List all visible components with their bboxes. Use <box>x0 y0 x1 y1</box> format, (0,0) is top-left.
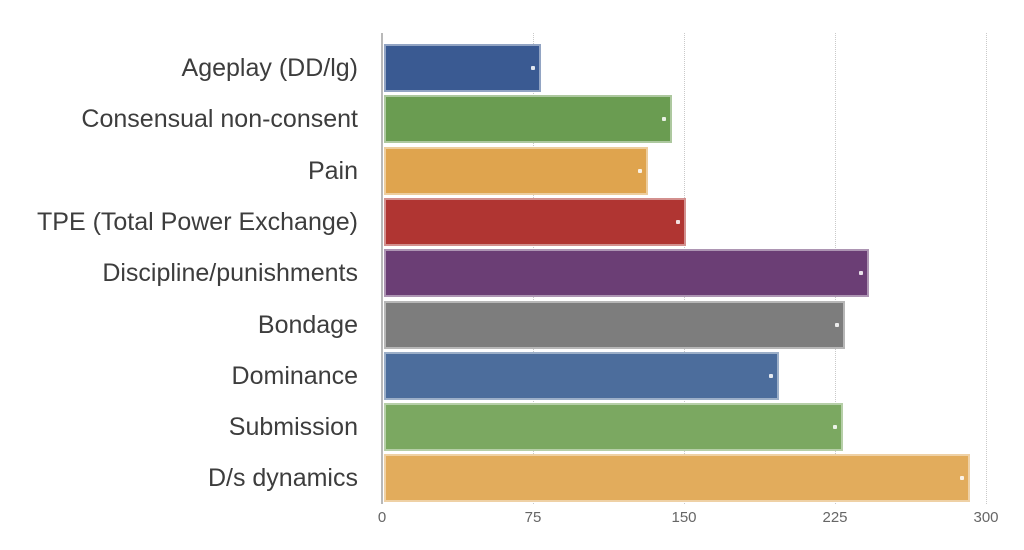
bar-1[interactable] <box>384 95 672 144</box>
y-axis-line <box>381 33 383 504</box>
bar-value-dot <box>531 66 536 70</box>
bar-2[interactable] <box>384 146 648 195</box>
x-tick-label-150: 150 <box>671 509 697 526</box>
bar-value-dot <box>835 322 840 327</box>
bar-value-dot <box>768 373 773 378</box>
bar-0[interactable] <box>384 44 542 92</box>
bar-5[interactable] <box>384 300 846 349</box>
category-label-3: TPE (Total Power Exchange) <box>37 207 358 236</box>
category-label-1: Consensual non-consent <box>81 105 358 134</box>
x-tick-label-0: 0 <box>377 509 387 526</box>
category-label-6: Dominance <box>231 361 358 390</box>
category-label-0: Ageplay (DD/lg) <box>181 54 358 82</box>
bar-3[interactable] <box>384 197 686 246</box>
x-tick-label-225: 225 <box>822 509 848 526</box>
x-tick-label-75: 75 <box>524 509 542 526</box>
bar-value-dot <box>661 117 666 122</box>
bar-value-dot <box>859 271 864 276</box>
bar-value-dot <box>833 425 838 430</box>
category-label-5: Bondage <box>257 310 358 339</box>
gridline-x-300 <box>986 33 987 504</box>
bar-6[interactable] <box>384 351 779 400</box>
category-labels: Ageplay (DD/lg) Consensual non-consent Pai… <box>0 33 358 504</box>
category-label-7: Submission <box>228 413 358 442</box>
bar-8[interactable] <box>384 454 970 503</box>
category-label-8: D/s dynamics <box>207 464 358 493</box>
plot-area <box>382 33 1002 504</box>
x-tick-label-300: 300 <box>973 509 999 526</box>
bar-7[interactable] <box>384 403 844 452</box>
category-label-2: Pain <box>307 156 358 185</box>
category-label-4: Discipline/punishments <box>102 259 358 288</box>
bar-value-dot <box>637 168 642 173</box>
bar-4[interactable] <box>384 249 870 298</box>
bar-value-dot <box>959 476 964 481</box>
x-axis: 0 75 150 225 300 <box>378 509 1002 533</box>
bar-value-dot <box>676 219 680 224</box>
